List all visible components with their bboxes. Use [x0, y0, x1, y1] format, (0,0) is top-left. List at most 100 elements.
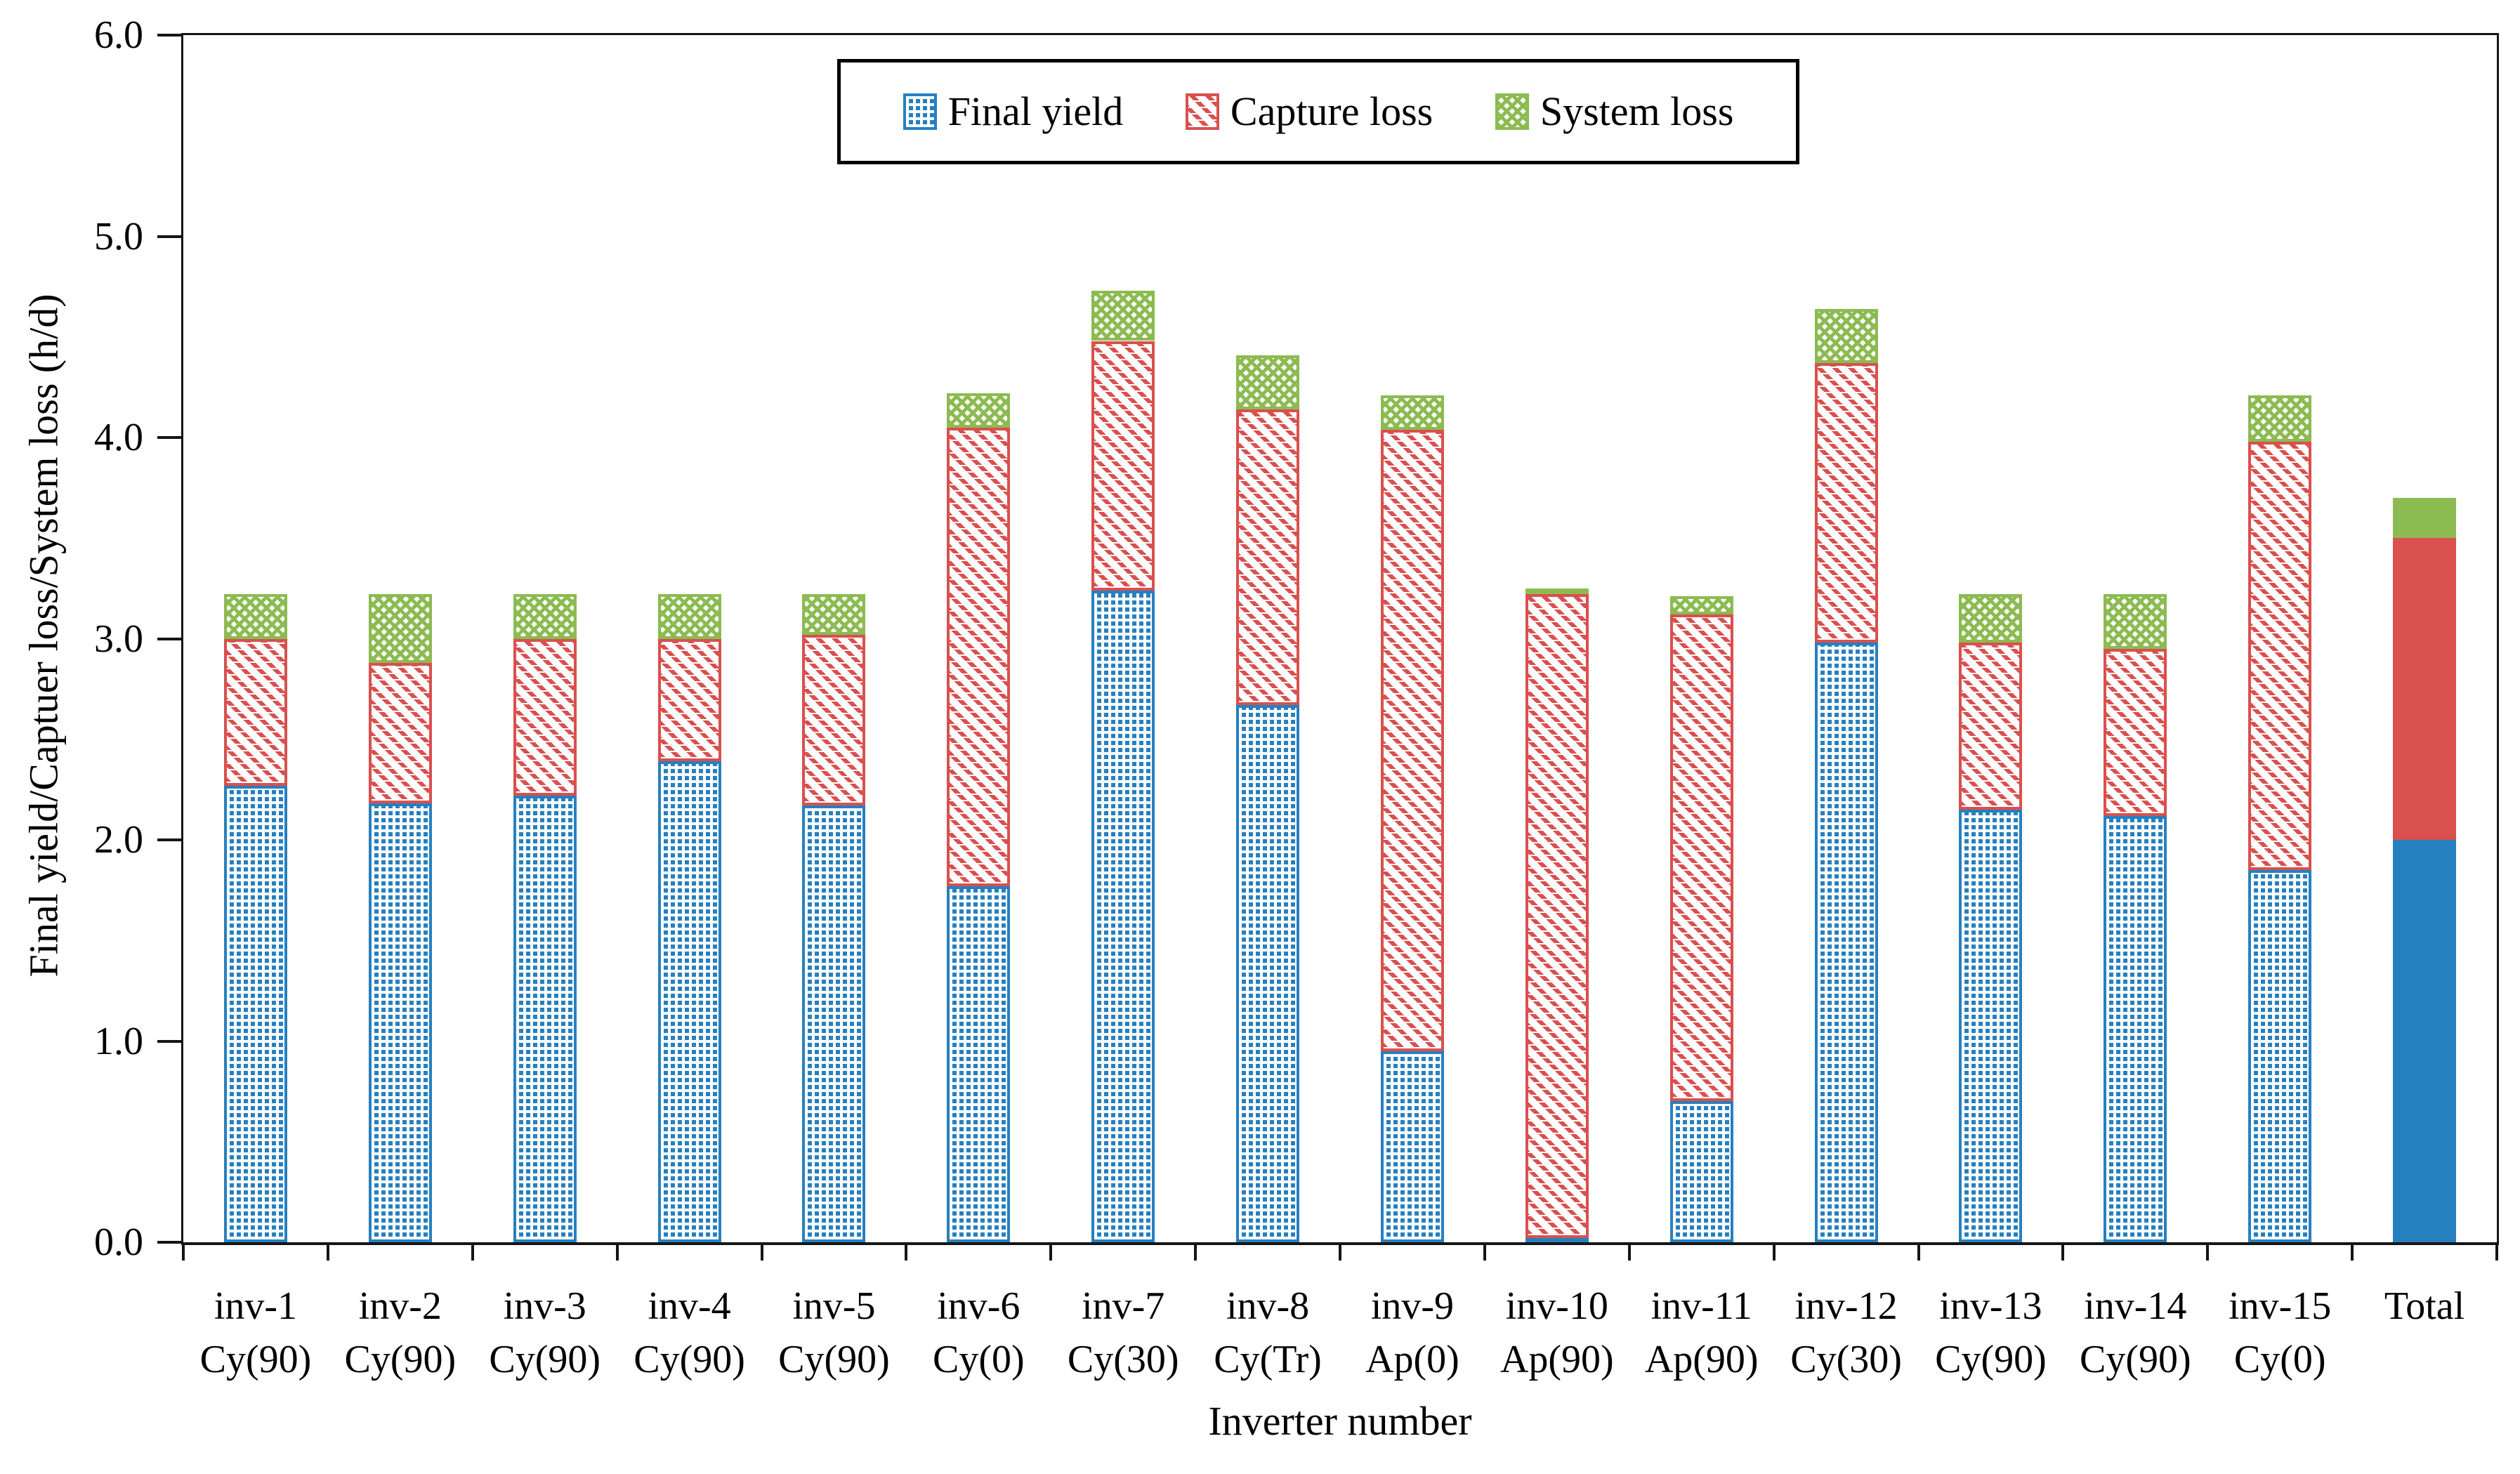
x-tick-mark	[2061, 1242, 2065, 1261]
bar-segment-capture-loss-inv-7	[1091, 341, 1155, 591]
x-tick-mark	[1772, 1242, 1776, 1261]
category-label-line1: Total	[2384, 1284, 2465, 1328]
bar-segment-system-loss-total	[2393, 497, 2457, 539]
bar-segment-capture-loss-inv-9	[1380, 429, 1444, 1051]
category-label-line2: Cy(90)	[778, 1338, 890, 1381]
bar-segment-capture-loss-inv-4	[657, 638, 721, 762]
x-tick-mark	[615, 1242, 619, 1261]
bar-segment-system-loss-inv-9	[1380, 395, 1444, 430]
category-label-line2: Ap(0)	[1365, 1338, 1459, 1381]
category-label-line1: inv-8	[1226, 1284, 1310, 1328]
category-label: inv-12 Cy(30)	[1753, 1279, 1940, 1386]
category-label: inv-5 Cy(90)	[741, 1279, 928, 1386]
bar-segment-system-loss-inv-4	[657, 594, 721, 639]
bar-segment-capture-loss-inv-5	[802, 634, 866, 806]
y-tick-mark	[157, 838, 181, 841]
y-tick-mark	[157, 1039, 181, 1043]
category-label-line2: Ap(90)	[1499, 1338, 1614, 1381]
x-tick-mark	[1049, 1242, 1053, 1261]
bar-segment-capture-loss-inv-6	[947, 427, 1011, 886]
bar-segment-final-yield-total	[2393, 840, 2457, 1242]
bar-segment-final-yield-inv-9	[1380, 1051, 1444, 1242]
legend-label-final-yield: Final yield	[947, 88, 1124, 134]
y-tick-label: 1.0	[94, 1019, 143, 1063]
bar-segment-capture-loss-inv-11	[1669, 614, 1733, 1102]
capture-loss-swatch-icon	[1185, 93, 1219, 130]
y-tick-label: 3.0	[94, 617, 143, 661]
y-tick-label: 6.0	[94, 13, 143, 57]
y-tick-mark	[157, 436, 181, 439]
category-label: inv-13 Cy(90)	[1898, 1279, 2085, 1386]
bar-segment-final-yield-inv-11	[1669, 1101, 1733, 1242]
category-label-line1: inv-13	[1939, 1284, 2042, 1328]
category-label-line1: inv-1	[214, 1284, 298, 1328]
y-tick-mark	[157, 235, 181, 238]
bar-segment-system-loss-inv-3	[513, 594, 577, 639]
category-label-line1: inv-14	[2084, 1284, 2187, 1328]
bar-segment-system-loss-inv-13	[1959, 594, 2023, 643]
y-tick-label: 4.0	[94, 416, 143, 459]
x-tick-mark	[2351, 1242, 2354, 1261]
legend-label-capture-loss: Capture loss	[1230, 88, 1433, 134]
legend-item-final-yield: Final yield	[903, 88, 1124, 134]
category-label: inv-7 Cy(30)	[1030, 1279, 1216, 1386]
x-tick-mark	[760, 1242, 763, 1261]
x-tick-mark	[1194, 1242, 1197, 1261]
category-label: Total	[2331, 1279, 2518, 1333]
bar-segment-final-yield-inv-2	[368, 803, 432, 1242]
x-axis-title: Inverter number	[1208, 1398, 1472, 1444]
bar-segment-capture-loss-inv-1	[223, 638, 287, 786]
legend-item-capture-loss: Capture loss	[1185, 88, 1433, 134]
x-tick-mark	[1339, 1242, 1341, 1261]
category-label-line2: Cy(90)	[634, 1338, 745, 1381]
category-label: inv-1 Cy(90)	[162, 1279, 349, 1386]
category-label-line1: inv-12	[1794, 1284, 1898, 1328]
x-tick-mark	[326, 1242, 329, 1261]
bar-segment-final-yield-inv-5	[802, 805, 866, 1242]
category-label: inv-9 Ap(0)	[1319, 1279, 1506, 1386]
bar-segment-final-yield-inv-3	[513, 795, 577, 1242]
bar-segment-system-loss-inv-14	[2104, 594, 2167, 649]
bar-segment-system-loss-inv-15	[2248, 395, 2312, 442]
category-label-line2: Cy(90)	[199, 1338, 312, 1381]
bar-segment-system-loss-inv-5	[802, 594, 866, 635]
x-tick-mark	[182, 1242, 185, 1261]
final-yield-swatch-icon	[903, 93, 937, 130]
y-tick-mark	[157, 637, 181, 640]
category-label-line2: Cy(Tr)	[1214, 1338, 1322, 1381]
category-label-line2: Cy(0)	[932, 1338, 1025, 1381]
x-tick-mark	[2495, 1242, 2498, 1261]
category-label: inv-4 Cy(90)	[596, 1279, 783, 1386]
x-tick-mark	[905, 1242, 908, 1261]
category-label-line1: inv-3	[503, 1284, 586, 1328]
bar-segment-final-yield-inv-12	[1814, 643, 1878, 1242]
category-label-line1: inv-15	[2229, 1284, 2332, 1328]
y-tick-label: 2.0	[94, 818, 143, 862]
category-label-line2: Cy(90)	[489, 1338, 601, 1381]
category-label-line2: Cy(90)	[2079, 1338, 2191, 1381]
bar-segment-final-yield-inv-15	[2248, 869, 2312, 1242]
category-label-line2: Cy(90)	[344, 1338, 457, 1381]
category-label: inv-14 Cy(90)	[2042, 1279, 2229, 1386]
bar-segment-final-yield-inv-4	[657, 761, 721, 1242]
category-label-line1: inv-9	[1370, 1284, 1455, 1328]
category-label-line2: Ap(90)	[1644, 1338, 1759, 1381]
bar-segment-system-loss-inv-1	[223, 594, 287, 639]
bar-segment-capture-loss-inv-13	[1959, 643, 2023, 810]
category-label-line1: inv-6	[937, 1284, 1021, 1328]
y-tick-mark	[157, 1241, 181, 1244]
bar-segment-capture-loss-inv-8	[1236, 409, 1300, 706]
legend-label-system-loss: System loss	[1540, 88, 1734, 134]
category-label: inv-6 Cy(0)	[885, 1279, 1072, 1386]
category-label-line1: inv-10	[1505, 1284, 1608, 1328]
bar-segment-capture-loss-inv-3	[513, 638, 577, 796]
bar-segment-capture-loss-total	[2393, 538, 2457, 840]
plot-inner-area	[183, 35, 2497, 1242]
bar-segment-capture-loss-inv-15	[2248, 441, 2312, 870]
plot-area	[181, 33, 2499, 1245]
category-label-line1: inv-7	[1082, 1284, 1165, 1328]
category-label: inv-2 Cy(90)	[307, 1279, 494, 1386]
bar-segment-system-loss-inv-12	[1814, 308, 1878, 363]
y-tick-label: 0.0	[94, 1220, 143, 1264]
bar-segment-system-loss-inv-8	[1236, 355, 1300, 409]
